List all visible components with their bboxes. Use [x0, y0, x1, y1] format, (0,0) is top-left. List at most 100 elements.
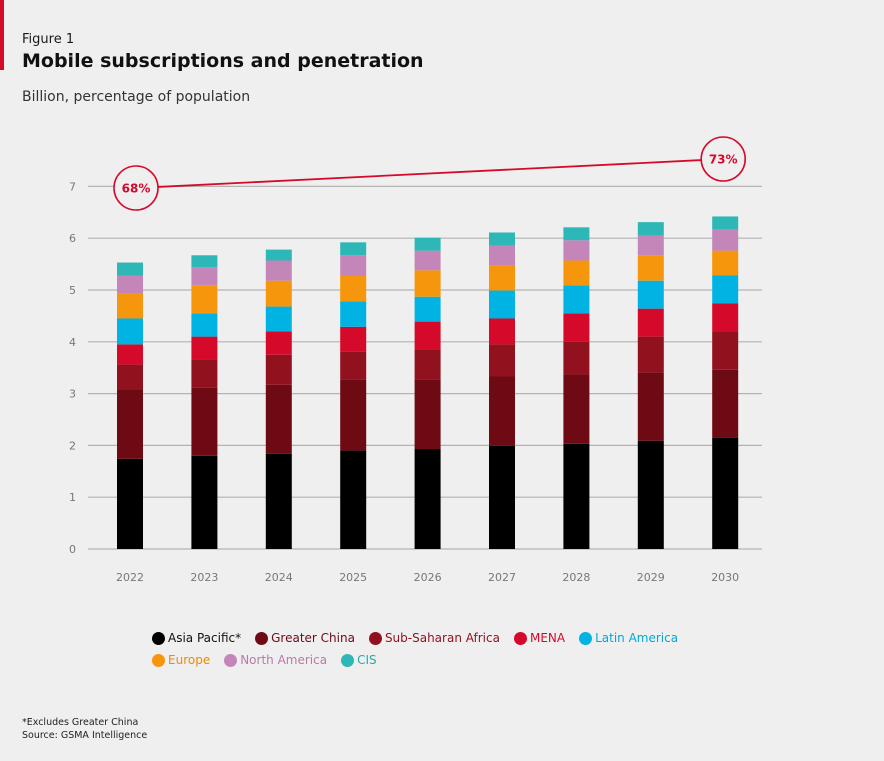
bar-segment-latin-america: [265, 306, 292, 332]
bar-segment-latin-america: [563, 285, 590, 314]
bar-segment-mena: [340, 326, 367, 352]
legend-item: Sub-Saharan Africa: [368, 631, 500, 645]
legend-item: Greater China: [255, 631, 355, 645]
figure-label: Figure 1: [22, 32, 75, 47]
legend-label: Greater China: [271, 631, 355, 645]
bar-segment-cis: [117, 262, 143, 276]
bar-segment-latin-america: [414, 296, 441, 322]
bar-segment-asia-pacific: [637, 440, 664, 549]
bar-segment-sub-saharan-africa: [191, 359, 218, 388]
y-axis-ticks: 0 1 2 3 4 5 6 7: [69, 180, 76, 556]
penetration-line: [157, 159, 702, 188]
bar-segment-mena: [414, 321, 441, 350]
legend-label: Latin America: [595, 631, 679, 645]
legend-swatch-icon: [255, 631, 269, 645]
legend-item: Latin America: [579, 631, 678, 645]
bar-segment-north-america: [563, 240, 590, 261]
x-tick-label: 2022: [116, 571, 144, 584]
bar-stack-2026: [414, 237, 441, 549]
legend-item: North America: [224, 653, 327, 667]
x-tick-label: 2023: [190, 571, 218, 584]
bar-segment-asia-pacific: [117, 458, 143, 549]
bar-segment-greater-china: [265, 384, 292, 454]
bar-stack-2022: [117, 262, 143, 549]
bar-segment-mena: [712, 303, 739, 332]
legend-item: MENA: [513, 631, 566, 645]
legend-swatch-icon: [368, 631, 382, 645]
bar-segment-north-america: [489, 245, 515, 266]
bar-segment-sub-saharan-africa: [340, 351, 367, 380]
bar-segment-greater-china: [563, 374, 590, 444]
penetration-start-circle: [113, 165, 159, 211]
bar-segment-cis: [489, 232, 515, 246]
footnote-source: Source: GSMA Intelligence: [22, 730, 148, 741]
bar-stack-2027: [489, 232, 515, 549]
bar-segment-greater-china: [117, 389, 143, 459]
bar-segment-north-america: [637, 235, 664, 256]
bar-stack-2029: [637, 222, 664, 549]
x-tick-label: 2028: [562, 571, 590, 584]
x-tick-label: 2029: [637, 571, 665, 584]
bar-segment-europe: [414, 270, 441, 297]
bar-segment-sub-saharan-africa: [563, 341, 590, 375]
legend-row-1: Asia Pacific* Greater China Sub-Saharan Af…: [152, 631, 752, 645]
bar-stack-2024: [265, 249, 292, 549]
bar-segment-latin-america: [340, 301, 367, 327]
bar-segment-greater-china: [191, 387, 218, 456]
legend-label: CIS: [357, 653, 377, 667]
bar-segment-cis: [414, 237, 441, 251]
accent-bar: [0, 0, 4, 70]
bar-segment-greater-china: [712, 369, 739, 438]
footnotes: *Excludes Greater China Source: GSMA Int…: [22, 716, 147, 742]
bar-segment-cis: [712, 216, 739, 230]
bar-segment-mena: [637, 308, 664, 337]
x-tick-label: 2030: [711, 571, 739, 584]
bar-stack-2025: [340, 242, 367, 549]
legend-item: CIS: [341, 653, 377, 667]
y-tick-label: 1: [69, 491, 76, 504]
bar-segment-asia-pacific: [563, 443, 590, 549]
x-tick-label: 2025: [339, 571, 367, 584]
bar-stack-2028: [563, 227, 590, 549]
bar-stack-2030: [712, 216, 739, 549]
bar-segment-latin-america: [117, 318, 143, 345]
legend-label: Europe: [168, 653, 211, 667]
bars: [117, 216, 739, 549]
penetration-start-label: 68%: [122, 182, 151, 196]
bar-segment-europe: [191, 285, 218, 314]
legend-label: Asia Pacific*: [168, 631, 242, 645]
legend-label: Sub-Saharan Africa: [384, 631, 500, 645]
legend-item: Europe: [152, 653, 210, 667]
legend-swatch-icon: [152, 631, 165, 645]
bar-segment-europe: [712, 250, 739, 276]
x-tick-label: 2024: [265, 571, 293, 584]
penetration-line-group: 68% 73%: [113, 136, 747, 211]
bar-segment-europe: [563, 260, 590, 286]
x-tick-label: 2027: [488, 571, 516, 584]
legend-swatch-icon: [513, 631, 527, 645]
legend-swatch-icon: [152, 653, 165, 667]
legend-label: North America: [240, 653, 328, 667]
bar-segment-cis: [265, 249, 292, 261]
bar-segment-europe: [117, 293, 143, 319]
bar-segment-latin-america: [637, 280, 664, 309]
bar-segment-latin-america: [191, 313, 218, 337]
bar-segment-mena: [489, 318, 515, 345]
bar-segment-latin-america: [712, 275, 739, 304]
bar-segment-cis: [637, 222, 664, 236]
bar-segment-north-america: [340, 255, 367, 276]
bar-segment-sub-saharan-africa: [637, 336, 664, 373]
bar-segment-sub-saharan-africa: [414, 349, 441, 380]
chart-subtitle: Billion, percentage of population: [22, 89, 251, 105]
bar-segment-cis: [563, 227, 590, 241]
bar-segment-north-america: [265, 260, 292, 281]
bar-segment-asia-pacific: [191, 455, 218, 549]
bar-segment-greater-china: [340, 379, 367, 451]
bar-segment-sub-saharan-africa: [265, 354, 292, 385]
bar-segment-north-america: [191, 267, 218, 286]
legend-swatch-icon: [341, 653, 355, 667]
bar-segment-latin-america: [489, 290, 515, 319]
legend-label: MENA: [529, 631, 566, 645]
y-tick-label: 2: [69, 439, 76, 452]
